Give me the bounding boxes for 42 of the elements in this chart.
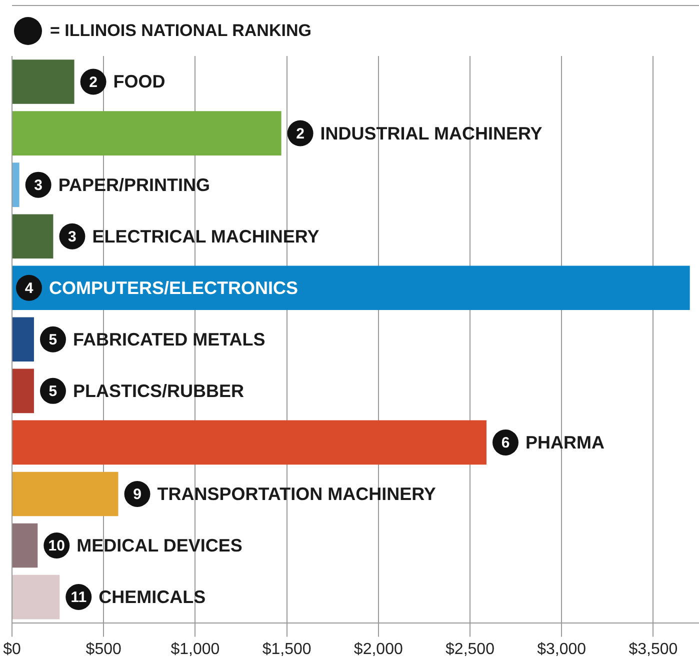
- y-tick-label: FOOD: [113, 72, 166, 92]
- bar: [12, 111, 282, 156]
- x-tick-label: $1,000: [170, 640, 220, 658]
- y-tick-label: TRANSPORTATION MACHINERY: [157, 484, 436, 504]
- annotation: 11: [70, 589, 87, 606]
- bar: [12, 162, 20, 207]
- annotation: 5: [48, 383, 58, 400]
- bar: [12, 214, 54, 258]
- annotation: 9: [133, 486, 142, 504]
- annotation: 2: [296, 125, 304, 142]
- x-tick-label: $2,000: [354, 640, 403, 658]
- bar: [12, 523, 38, 568]
- annotation: 6: [501, 434, 510, 452]
- bar: [12, 368, 34, 414]
- x-tick-label: $500: [86, 640, 122, 658]
- annotation: 3: [68, 228, 76, 246]
- bar: [12, 420, 486, 465]
- bar: [12, 472, 118, 516]
- y-tick-label: INDUSTRIAL MACHINERY: [320, 123, 542, 144]
- annotation: 2: [89, 74, 98, 91]
- x-tick-label: $2,500: [446, 640, 495, 658]
- x-tick-label: $3,000: [537, 640, 586, 658]
- bar: [12, 60, 74, 104]
- y-tick-label: MEDICAL DEVICES: [76, 535, 242, 556]
- bar: [12, 574, 60, 620]
- y-tick-label: PAPER/PRINTING: [58, 174, 210, 195]
- x-tick-label: $0: [3, 640, 21, 658]
- y-tick-label: FABRICATED METALS: [72, 329, 266, 350]
- annotation: 5: [48, 332, 58, 349]
- bar: [12, 317, 34, 362]
- y-tick-label: PHARMA: [525, 432, 604, 452]
- y-tick-label: COMPUTERS/ELECTRONICS: [49, 278, 298, 298]
- y-tick-label: ELECTRICAL MACHINERY: [92, 226, 320, 246]
- text: = ILLINOIS NATIONAL RANKING: [50, 21, 312, 41]
- y-tick-label: CHEMICALS: [98, 587, 206, 608]
- annotation: 4: [24, 280, 34, 298]
- annotation: 3: [34, 176, 42, 194]
- x-tick-label: $1,500: [262, 640, 312, 658]
- bar: [12, 266, 690, 310]
- y-tick-label: PLASTICS/RUBBER: [72, 380, 244, 401]
- annotation: 10: [48, 538, 65, 555]
- x-tick-label: $3,500: [628, 640, 678, 658]
